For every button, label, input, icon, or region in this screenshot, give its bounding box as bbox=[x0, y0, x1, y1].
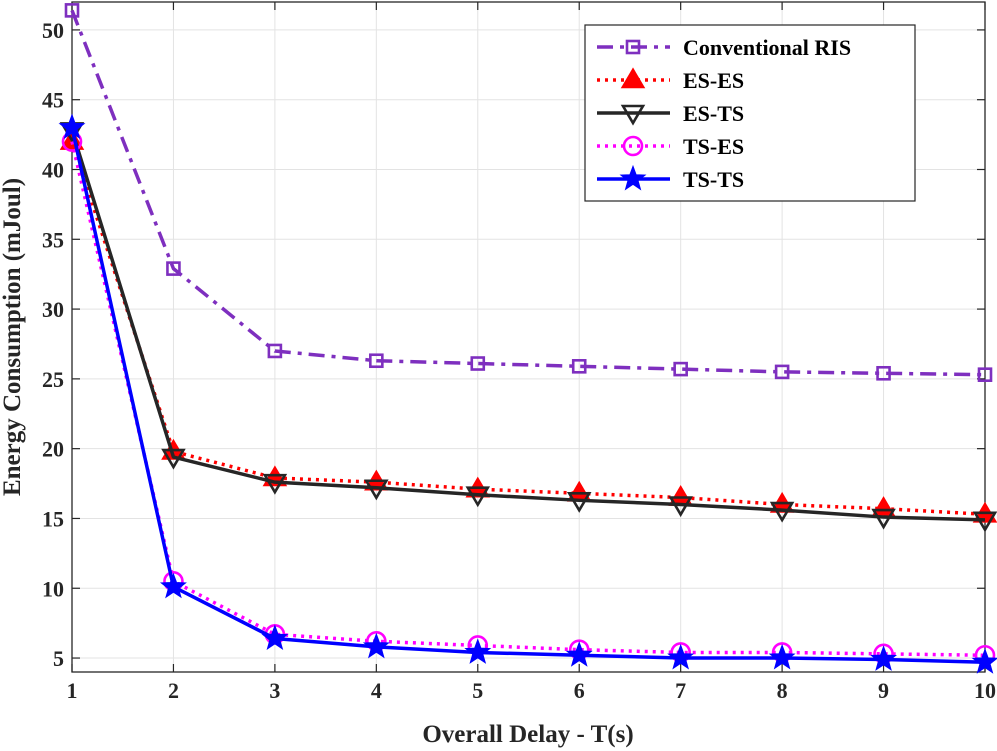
y-axis-title: Energy Consumption (mJoul) bbox=[0, 178, 26, 496]
legend-entry-conventional-ris: Conventional RIS bbox=[597, 35, 851, 60]
plot-frame bbox=[71, 1, 986, 673]
legend-marker-ts-ts bbox=[619, 164, 647, 191]
x-tick-label: 6 bbox=[574, 678, 585, 703]
legend-box bbox=[584, 24, 916, 202]
x-tick-label: 7 bbox=[675, 678, 686, 703]
legend: Conventional RIS ES-ES ES-TS TS-ES TS-TS bbox=[584, 24, 916, 202]
y-axis: 5 10 15 20 25 30 35 40 45 50 bbox=[42, 18, 985, 671]
series-ts-ts bbox=[58, 113, 997, 674]
data-point-conventional-ris bbox=[876, 365, 891, 381]
series-conventional-ris bbox=[64, 3, 993, 382]
legend-marker-es-es bbox=[620, 67, 646, 89]
legend-entry-ts-es: TS-ES bbox=[597, 134, 744, 159]
data-point-conventional-ris bbox=[64, 3, 80, 18]
legend-label-ts-ts: TS-TS bbox=[683, 167, 744, 192]
data-point-es-ts bbox=[566, 492, 592, 513]
y-tick-label: 5 bbox=[53, 646, 64, 671]
data-point-es-ts bbox=[465, 486, 491, 508]
data-point-ts-ts bbox=[870, 645, 898, 671]
legend-label-es-es: ES-ES bbox=[683, 68, 744, 93]
legend-label-ts-es: TS-ES bbox=[683, 134, 744, 159]
y-tick-label: 45 bbox=[42, 88, 64, 113]
legend-label-conventional-ris: Conventional RIS bbox=[683, 35, 851, 60]
x-axis-title: Overall Delay - T(s) bbox=[422, 721, 633, 748]
data-point-conventional-ris bbox=[774, 364, 790, 380]
x-axis: 1 2 3 4 5 6 7 8 9 10 bbox=[67, 2, 996, 703]
data-point-ts-ts bbox=[58, 113, 86, 140]
legend-label-es-ts: ES-TS bbox=[683, 101, 744, 126]
y-tick-label: 35 bbox=[42, 227, 64, 252]
legend-entry-ts-ts: TS-TS bbox=[597, 164, 744, 192]
data-point-ts-ts bbox=[565, 641, 593, 667]
data-point-es-ts bbox=[769, 501, 795, 523]
x-tick-label: 10 bbox=[974, 678, 996, 703]
data-point-es-ts bbox=[364, 479, 389, 501]
x-tick-label: 5 bbox=[472, 678, 483, 703]
series-line-conventional-ris bbox=[70, 9, 986, 377]
x-tick-label: 4 bbox=[371, 678, 382, 703]
x-tick-label: 9 bbox=[878, 678, 889, 703]
data-point-conventional-ris bbox=[166, 261, 181, 276]
data-point-conventional-ris bbox=[267, 343, 283, 359]
series-line-es-ts bbox=[70, 129, 986, 522]
data-point-ts-ts bbox=[667, 643, 695, 670]
x-tick-label: 2 bbox=[168, 678, 179, 703]
series-es-ts bbox=[59, 122, 997, 533]
data-point-conventional-ris bbox=[673, 361, 688, 377]
series-line-es-es bbox=[70, 141, 986, 517]
data-point-es-ts bbox=[161, 448, 186, 470]
data-point-ts-ts bbox=[362, 632, 390, 659]
data-point-ts-ts bbox=[971, 648, 997, 674]
x-tick-label: 8 bbox=[777, 678, 788, 703]
data-point-conventional-ris bbox=[470, 356, 486, 371]
data-point-ts-ts bbox=[159, 572, 187, 599]
y-tick-label: 40 bbox=[42, 158, 64, 183]
data-point-es-ts bbox=[668, 496, 693, 518]
y-tick-label: 25 bbox=[42, 367, 64, 392]
x-tick-label: 1 bbox=[67, 678, 78, 703]
data-point-es-ts bbox=[972, 511, 997, 533]
data-point-conventional-ris bbox=[977, 367, 993, 382]
y-tick-label: 30 bbox=[42, 297, 64, 322]
data-point-ts-ts bbox=[464, 638, 492, 664]
x-tick-label: 3 bbox=[269, 678, 280, 703]
y-tick-label: 50 bbox=[42, 18, 64, 43]
y-tick-label: 20 bbox=[42, 437, 64, 462]
data-point-es-ts bbox=[871, 508, 896, 530]
series-line-ts-ts bbox=[70, 127, 986, 664]
legend-marker-conventional-ris bbox=[625, 39, 641, 55]
legend-entry-es-es: ES-ES bbox=[597, 67, 744, 93]
legend-marker-ts-es bbox=[622, 135, 644, 157]
y-tick-label: 15 bbox=[42, 506, 64, 531]
legend-marker-es-ts bbox=[620, 104, 646, 126]
y-tick-label: 10 bbox=[42, 576, 64, 601]
legend-entry-es-ts: ES-TS bbox=[597, 101, 744, 126]
data-point-ts-ts bbox=[261, 624, 289, 650]
series-layer bbox=[58, 3, 997, 674]
data-point-conventional-ris bbox=[369, 353, 384, 369]
data-point-conventional-ris bbox=[571, 359, 587, 374]
data-point-ts-ts bbox=[768, 643, 796, 670]
data-point-es-ts bbox=[262, 473, 288, 495]
